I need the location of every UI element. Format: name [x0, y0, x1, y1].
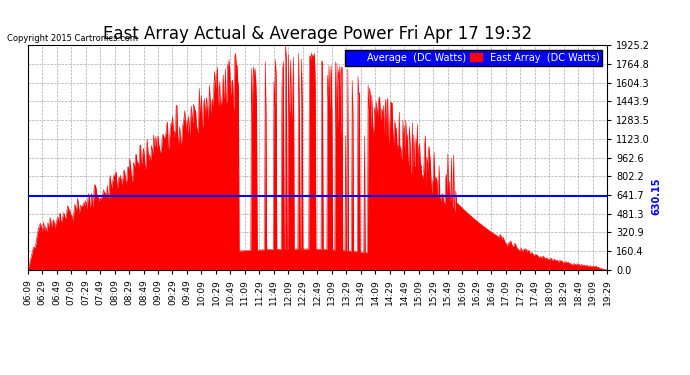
- Title: East Array Actual & Average Power Fri Apr 17 19:32: East Array Actual & Average Power Fri Ap…: [103, 26, 532, 44]
- Text: Copyright 2015 Cartronics.com: Copyright 2015 Cartronics.com: [7, 34, 138, 43]
- Legend: Average  (DC Watts), East Array  (DC Watts): Average (DC Watts), East Array (DC Watts…: [345, 50, 602, 66]
- Text: 630.15: 630.15: [651, 178, 662, 215]
